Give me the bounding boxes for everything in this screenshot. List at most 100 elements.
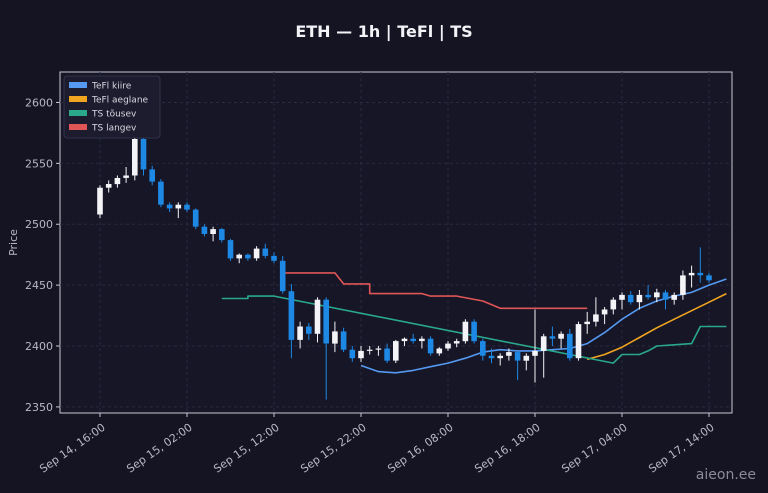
candle — [514, 350, 521, 381]
candle-body — [306, 326, 312, 334]
candle — [462, 319, 469, 344]
candle — [567, 328, 573, 361]
candle-body — [645, 294, 651, 298]
candle-body — [358, 350, 364, 359]
candle-body — [279, 260, 286, 292]
candle — [210, 226, 216, 242]
candle — [271, 252, 277, 264]
candle — [619, 292, 625, 310]
candle-body — [349, 349, 356, 359]
candle — [279, 255, 286, 294]
y-tick-label: 2350 — [25, 401, 53, 414]
candle-body — [636, 294, 643, 303]
legend-label: TeFl aeglane — [91, 96, 149, 106]
candle-body — [706, 275, 712, 281]
candle — [132, 136, 138, 181]
candle — [358, 346, 364, 362]
candle — [288, 283, 295, 359]
candle-body — [393, 341, 399, 361]
candle-body — [375, 348, 382, 350]
candle-body — [427, 338, 434, 354]
candle-body — [201, 226, 208, 234]
candle — [697, 247, 704, 283]
watermark: aieon.ee — [695, 467, 756, 483]
legend-label: TS langev — [91, 124, 137, 134]
candle — [375, 346, 382, 356]
candle-body — [471, 321, 477, 342]
candle — [140, 136, 147, 176]
candle-body — [514, 352, 521, 361]
series-tefl-aeglane — [586, 292, 727, 361]
candle — [340, 327, 347, 353]
candle-body — [662, 292, 669, 300]
candle — [419, 336, 425, 349]
x-tick-label: Sep 17, 04:00 — [559, 421, 629, 476]
candle-body — [288, 291, 295, 340]
candle-body — [123, 175, 129, 178]
candle — [253, 246, 260, 261]
candle — [262, 243, 269, 259]
candle — [366, 346, 373, 355]
candle — [488, 348, 495, 364]
candle — [227, 238, 234, 261]
candle-body — [166, 204, 173, 209]
candle-body — [245, 254, 251, 259]
candle — [480, 338, 486, 361]
candle-body — [219, 229, 225, 241]
candle — [662, 289, 669, 310]
x-tick-label: Sep 14, 16:00 — [37, 421, 107, 476]
candle — [558, 331, 564, 349]
candle-body — [488, 355, 495, 359]
legend-swatch — [69, 124, 87, 130]
candle-body — [523, 355, 530, 361]
candle-body — [497, 355, 503, 359]
candle-body — [175, 204, 182, 209]
candle-body — [480, 341, 486, 356]
candle-body — [619, 294, 625, 300]
candle — [192, 208, 199, 230]
candle — [523, 353, 530, 371]
candle — [393, 339, 399, 364]
candle — [201, 224, 208, 237]
candle-body — [462, 321, 469, 342]
candlesticks — [97, 136, 712, 400]
candle-body — [453, 341, 460, 344]
legend-swatch — [69, 96, 87, 102]
candle — [236, 253, 242, 264]
candle-body — [210, 229, 216, 234]
legend-label: TS tõusev — [91, 110, 137, 120]
candle — [245, 253, 251, 261]
candle-body — [114, 178, 121, 185]
candle-body — [610, 299, 617, 310]
candle-body — [445, 343, 451, 349]
y-tick-label: 2500 — [25, 218, 53, 231]
candle — [401, 337, 408, 347]
y-tick-label: 2600 — [25, 96, 53, 109]
candle-body — [132, 139, 138, 176]
candle — [349, 346, 356, 362]
candle-body — [532, 350, 538, 356]
candle — [506, 348, 512, 361]
y-tick-label: 2400 — [25, 340, 53, 353]
candle — [114, 175, 121, 188]
candle — [427, 336, 434, 356]
candle — [410, 333, 416, 344]
candle-body — [262, 248, 269, 256]
candle-body — [149, 169, 155, 182]
candle — [453, 338, 460, 348]
candle-body — [584, 321, 590, 325]
legend-swatch — [69, 110, 87, 116]
candle-body — [410, 338, 416, 342]
candle-body — [271, 255, 277, 261]
legend-label: TeFl kiire — [91, 82, 132, 92]
candle — [593, 297, 599, 327]
candle-body — [688, 272, 695, 276]
candle — [627, 291, 634, 305]
candle — [584, 311, 590, 334]
candle-body — [506, 352, 512, 356]
candle — [575, 321, 582, 361]
candle-body — [593, 314, 599, 322]
candle — [105, 180, 112, 193]
candle-body — [671, 294, 677, 300]
candle-body — [332, 331, 338, 344]
